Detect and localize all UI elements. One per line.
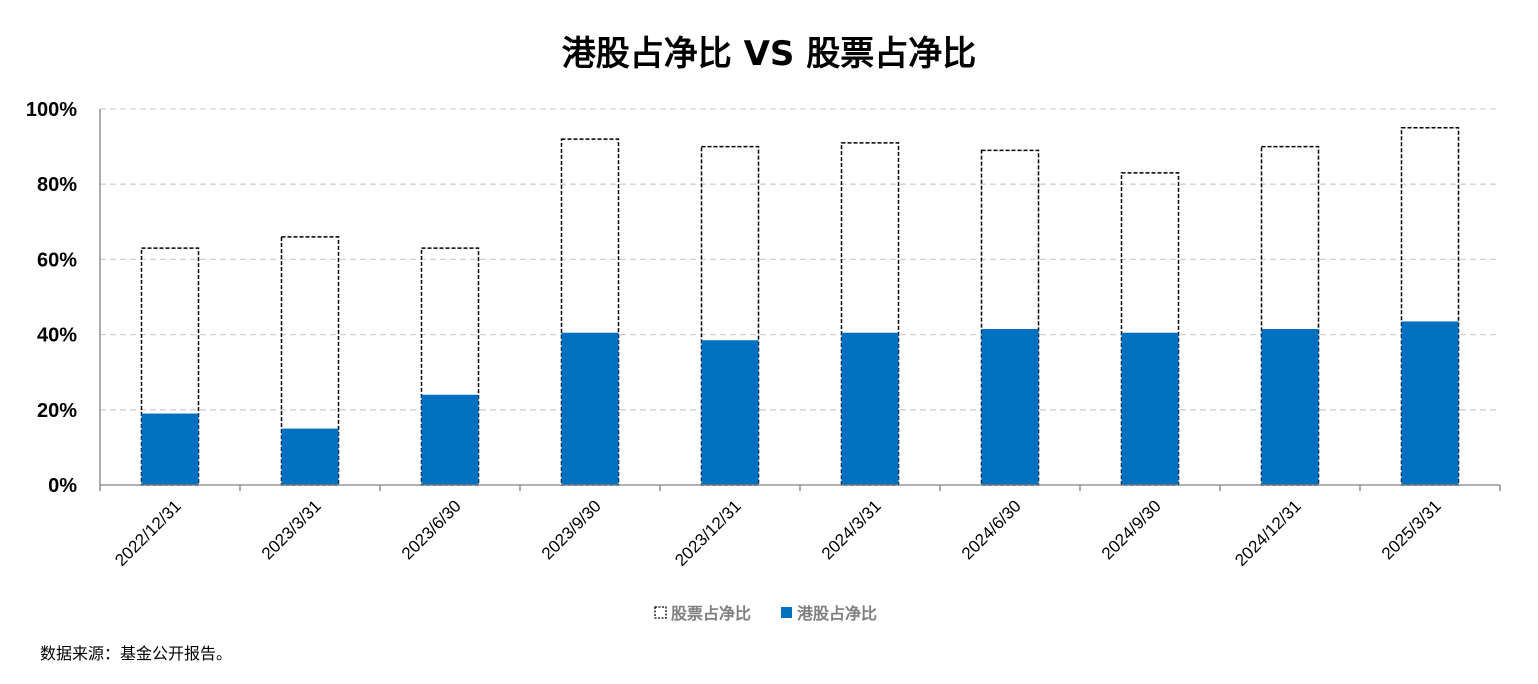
x-tick-label: 2024/12/31 bbox=[1231, 496, 1305, 570]
x-tick-label: 2023/9/30 bbox=[538, 496, 605, 563]
y-tick-label: 60% bbox=[37, 249, 77, 271]
legend-label: 港股占净比 bbox=[797, 604, 877, 623]
x-tick-label: 2023/6/30 bbox=[398, 496, 465, 563]
legend-item: 股票占净比 bbox=[654, 604, 751, 623]
bar-stock-ratio bbox=[1400, 127, 1460, 486]
x-tick-label: 2025/3/31 bbox=[1378, 496, 1445, 563]
bar-hk-ratio bbox=[561, 332, 619, 485]
bar-hk-ratio bbox=[1121, 332, 1179, 485]
bar-hk-ratio bbox=[981, 328, 1039, 485]
x-tick-label: 2023/12/31 bbox=[671, 496, 745, 570]
y-axis-ticks: 0% 20% 40% 60% 80% 100% bbox=[26, 99, 77, 497]
x-tick-label: 2024/3/31 bbox=[818, 496, 885, 563]
x-tick-label: 2024/6/30 bbox=[958, 496, 1025, 563]
legend-label: 股票占净比 bbox=[671, 604, 751, 623]
bar-stock-ratio bbox=[560, 138, 620, 486]
y-tick-label: 20% bbox=[37, 400, 77, 422]
bar-hk-ratio bbox=[141, 413, 199, 485]
chart-title: 港股占净比 VS 股票占净比 bbox=[562, 34, 976, 74]
bar-stock-ratio bbox=[140, 247, 200, 486]
x-tick-label: 2022/12/31 bbox=[111, 496, 185, 570]
y-tick-label: 0% bbox=[48, 475, 77, 497]
bars bbox=[140, 127, 1460, 486]
bar-hk-ratio bbox=[281, 428, 339, 485]
bar-hk-ratio bbox=[701, 340, 759, 485]
bar-stock-ratio bbox=[420, 247, 480, 486]
bar-hk-ratio bbox=[1401, 321, 1459, 485]
bar-hk-ratio bbox=[841, 332, 899, 485]
y-tick-label: 80% bbox=[37, 174, 77, 196]
y-tick-label: 40% bbox=[37, 325, 77, 347]
x-tick-label: 2023/3/31 bbox=[258, 496, 325, 563]
y-tick-label: 100% bbox=[26, 99, 77, 121]
legend-swatch-stock bbox=[654, 606, 667, 619]
legend-swatch-hk bbox=[781, 607, 792, 618]
x-tick-label: 2024/9/30 bbox=[1098, 496, 1165, 563]
gridlines bbox=[100, 108, 1500, 411]
bar-hk-ratio bbox=[1261, 328, 1319, 485]
legend: 股票占净比 港股占净比 bbox=[654, 604, 877, 623]
x-axis-ticks: 2022/12/31 2023/3/31 2023/6/30 2023/9/30 202… bbox=[111, 496, 1445, 570]
bar-hk-ratio bbox=[421, 394, 479, 485]
legend-item: 港股占净比 bbox=[781, 604, 877, 623]
source-note: 数据来源：基金公开报告。 bbox=[40, 644, 232, 663]
axes bbox=[99, 109, 1501, 491]
